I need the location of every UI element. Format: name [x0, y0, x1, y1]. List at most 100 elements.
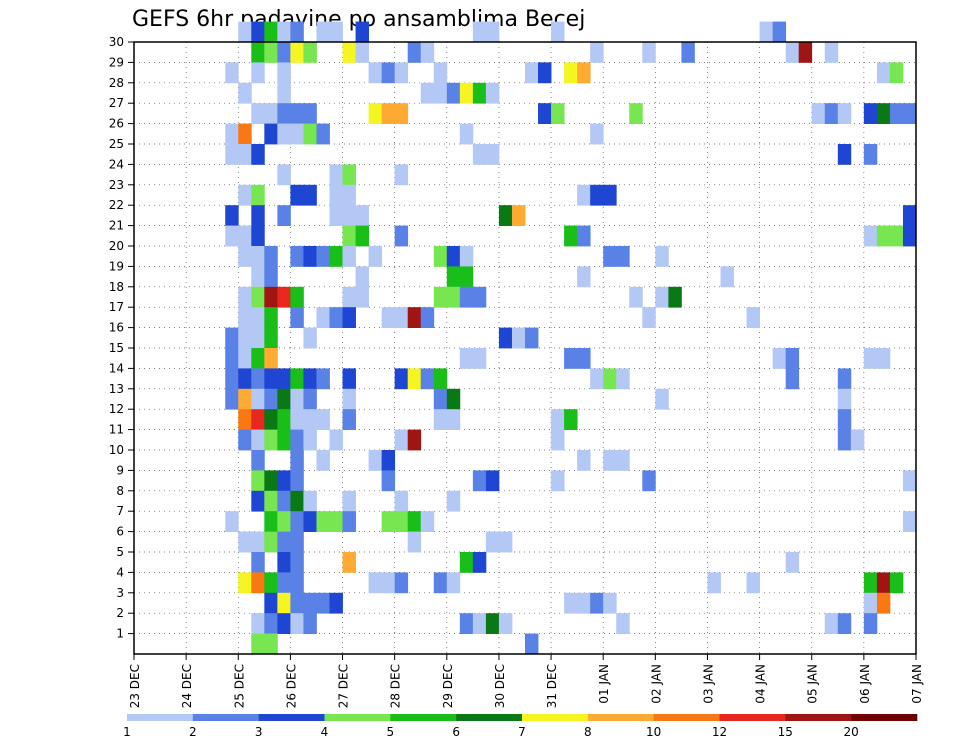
heatmap-cell	[303, 409, 317, 430]
heatmap-cell	[342, 42, 356, 63]
heatmap-cell	[277, 613, 291, 634]
heatmap-cell	[290, 246, 304, 267]
heatmap-cell	[394, 511, 409, 532]
x-tick-label: 07 JAN	[910, 664, 924, 704]
heatmap-cell	[394, 307, 409, 328]
legend-swatch	[522, 714, 589, 721]
legend-swatch	[324, 714, 391, 721]
heatmap-cell	[225, 144, 239, 165]
legend-swatch	[390, 714, 457, 721]
heatmap-cell	[824, 42, 839, 63]
heatmap-cell	[655, 388, 669, 410]
legend-swatch	[653, 714, 720, 721]
heatmap-cell	[316, 21, 330, 43]
heatmap-cell	[251, 633, 265, 655]
heatmap-cell	[238, 572, 252, 594]
heatmap-cell	[251, 62, 265, 84]
y-tick-label: 11	[109, 423, 124, 437]
heatmap-cell	[668, 286, 682, 308]
x-tick-label: 23 DEC	[128, 664, 142, 708]
heatmap-cell	[472, 348, 487, 369]
heatmap-cell	[368, 103, 383, 124]
heatmap-cell	[355, 205, 369, 226]
heatmap-cell	[798, 42, 813, 63]
heatmap-cell	[303, 103, 317, 124]
heatmap-cell	[577, 592, 591, 614]
heatmap-cell	[303, 246, 317, 267]
y-tick-label: 8	[116, 484, 124, 498]
heatmap-cell	[225, 388, 239, 410]
heatmap-cell	[342, 246, 356, 267]
heatmap-cell	[225, 62, 239, 84]
heatmap-cell	[433, 62, 448, 84]
heatmap-cell	[394, 429, 409, 451]
heatmap-cell	[863, 225, 878, 247]
heatmap-cell	[863, 613, 878, 634]
heatmap-cell	[394, 62, 409, 84]
legend-label: 10	[646, 725, 661, 739]
heatmap-cell	[407, 307, 422, 328]
heatmap-cell	[290, 286, 304, 308]
heatmap-cell	[251, 450, 265, 471]
heatmap-cell	[368, 246, 383, 267]
heatmap-cell	[277, 103, 291, 124]
heatmap-cell	[746, 307, 760, 328]
heatmap-cell	[251, 388, 265, 410]
heatmap-cell	[381, 62, 396, 84]
heatmap-cell	[303, 123, 317, 145]
heatmap-cell	[603, 368, 617, 390]
heatmap-cell	[264, 21, 278, 43]
x-tick-label: 27 DEC	[337, 664, 351, 708]
heatmap-cell	[342, 307, 356, 328]
heatmap-cell	[329, 592, 343, 614]
heatmap-cell	[564, 62, 578, 84]
heatmap-cell	[655, 246, 669, 267]
y-tick-label: 12	[109, 402, 124, 416]
legend-swatch	[851, 714, 918, 721]
heatmap-cell	[264, 572, 278, 594]
y-tick-label: 21	[109, 219, 124, 233]
heatmap-cell	[290, 388, 304, 410]
heatmap-cell	[251, 531, 265, 553]
heatmap-cell	[251, 21, 265, 43]
heatmap-cell	[394, 572, 409, 594]
x-tick-label: 28 DEC	[389, 664, 403, 708]
heatmap-cell	[837, 409, 852, 430]
heatmap-cell	[251, 144, 265, 165]
heatmap-cell	[863, 144, 878, 165]
y-tick-label: 2	[116, 606, 124, 620]
heatmap-cell	[472, 21, 487, 43]
heatmap-cell	[251, 103, 265, 124]
heatmap-cell	[472, 82, 487, 104]
heatmap-cell	[511, 205, 526, 226]
heatmap-cell	[342, 225, 356, 247]
heatmap-cell	[420, 511, 435, 532]
heatmap-cell	[290, 103, 304, 124]
legend-label: 1	[123, 725, 131, 739]
heatmap-cell	[238, 429, 252, 451]
heatmap-cell	[303, 429, 317, 451]
heatmap-cell	[485, 613, 500, 634]
legend-swatch	[587, 714, 654, 721]
heatmap-cell	[342, 368, 356, 390]
heatmap-cell	[277, 62, 291, 84]
heatmap-cell	[863, 592, 878, 614]
heatmap-cell	[876, 103, 891, 124]
heatmap-cell	[251, 327, 265, 349]
heatmap-cell	[264, 409, 278, 430]
heatmap-cell	[225, 368, 239, 390]
heatmap-cell	[316, 307, 330, 328]
heatmap-cell	[316, 368, 330, 390]
heatmap-cell	[525, 62, 539, 84]
heatmap-cell	[381, 450, 396, 471]
heatmap-cell	[889, 103, 904, 124]
heatmap-cell	[342, 511, 356, 532]
heatmap-cell	[446, 409, 461, 430]
heatmap-cell	[329, 164, 343, 186]
heatmap-cell	[342, 184, 356, 206]
heatmap-cell	[785, 42, 800, 63]
heatmap-cell	[290, 409, 304, 430]
heatmap-cell	[577, 184, 591, 206]
heatmap-cell	[485, 144, 500, 165]
y-tick-label: 20	[109, 239, 124, 253]
